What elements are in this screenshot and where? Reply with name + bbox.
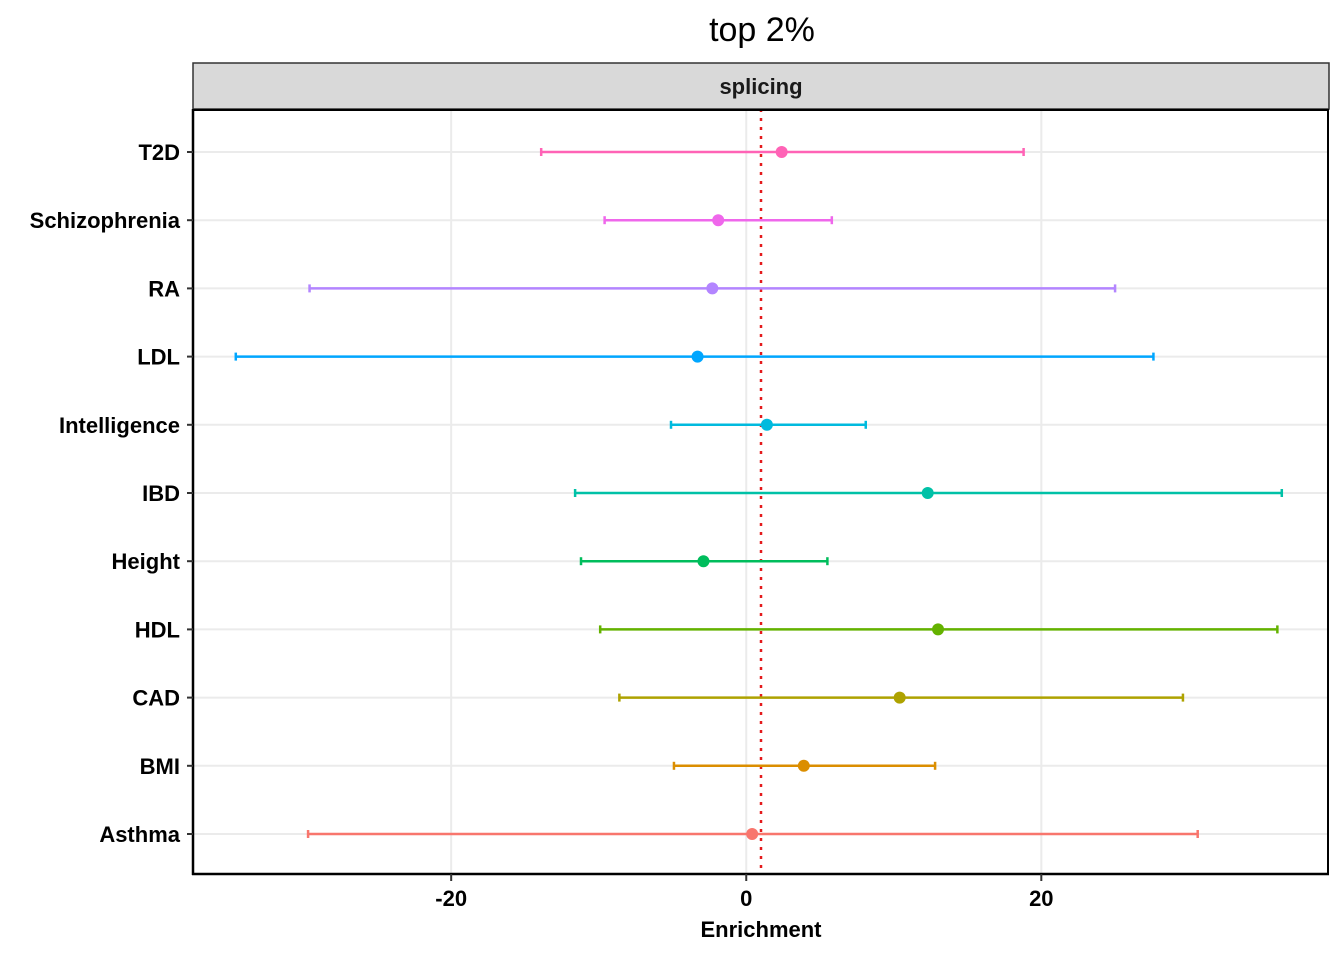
y-tick-label-ibd: IBD	[142, 481, 180, 506]
point-hdl	[932, 623, 945, 636]
point-schizophrenia	[712, 214, 725, 227]
point-cad	[893, 691, 906, 704]
x-tick-label: 0	[740, 886, 752, 911]
x-tick-label: -20	[435, 886, 467, 911]
point-ra	[706, 282, 719, 295]
y-tick-label-intelligence: Intelligence	[59, 413, 180, 438]
x-tick-label: 20	[1029, 886, 1053, 911]
point-bmi	[797, 759, 810, 772]
point-ibd	[921, 487, 934, 499]
y-tick-label-cad: CAD	[132, 686, 180, 711]
x-tick-labels: -20 0 20	[435, 874, 1054, 911]
y-tick-label-bmi: BMI	[140, 754, 180, 779]
y-tick-label-ldl: LDL	[137, 345, 180, 370]
y-tick-label-schizophrenia: Schizophrenia	[30, 208, 181, 233]
chart-title: top 2%	[709, 11, 815, 49]
point-ldl	[691, 350, 704, 363]
y-tick-label-ra: RA	[148, 276, 180, 301]
y-tick-label-hdl: HDL	[135, 617, 180, 642]
y-tick-labels: Asthma BMI CAD HDL Height IBD Intelligence LDL R…	[30, 140, 193, 847]
point-intelligence	[760, 418, 773, 431]
point-height	[697, 555, 710, 568]
facet-strip	[192, 62, 1330, 110]
y-tick-label-t2d: T2D	[138, 140, 180, 165]
point-estimates	[691, 146, 945, 840]
y-tick-label-height: Height	[112, 549, 181, 574]
facet-strip-label: splicing	[719, 74, 802, 99]
point-t2d	[775, 146, 788, 158]
point-asthma	[746, 828, 759, 840]
y-tick-label-asthma: Asthma	[99, 822, 180, 847]
x-axis-label: Enrichment	[700, 917, 822, 942]
